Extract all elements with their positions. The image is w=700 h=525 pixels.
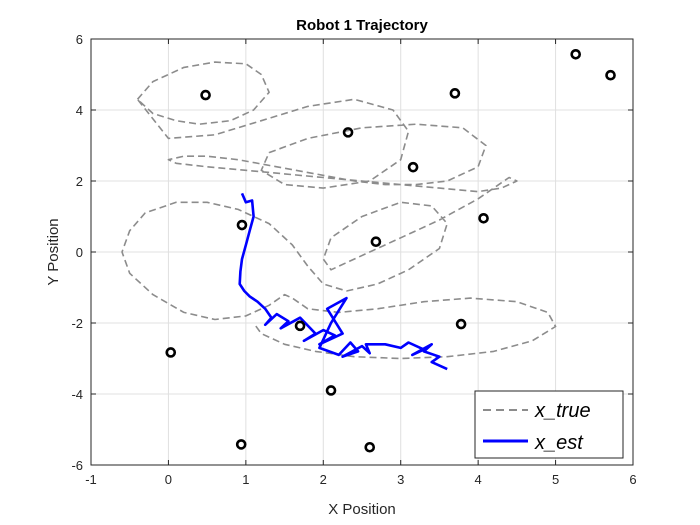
landmark-marker <box>342 127 354 138</box>
x-tick-label: 4 <box>475 472 482 487</box>
y-tick-label: 4 <box>76 103 83 118</box>
landmark-marker <box>200 89 211 101</box>
ticks: -1 0 1 2 3 4 5 6 -6 -4 -2 0 2 4 6 <box>71 32 636 487</box>
plot-series <box>121 61 557 371</box>
x-tick-label: 5 <box>552 472 559 487</box>
landmark-marker <box>370 236 382 248</box>
series-line-x-true <box>121 61 557 360</box>
landmark-marker <box>364 441 376 453</box>
x-tick-label: 6 <box>629 472 636 487</box>
landmark-marker <box>455 318 467 330</box>
landmark-marker <box>236 219 248 231</box>
x-tick-label: 0 <box>165 472 172 487</box>
y-tick-label: -6 <box>71 458 83 473</box>
y-tick-label: 2 <box>76 174 83 189</box>
landmark-marker <box>478 212 489 224</box>
landmark-marker <box>325 385 337 396</box>
landmark-marker <box>449 88 461 99</box>
landmark-marker <box>235 439 247 450</box>
series-line-x-est <box>238 192 448 371</box>
y-tick-label: 0 <box>76 245 83 260</box>
landmark-marker <box>570 48 582 60</box>
y-axis-label: Y Position <box>45 218 62 285</box>
landmark-marker <box>165 347 177 358</box>
x-tick-label: 3 <box>397 472 404 487</box>
legend-x-true-label: x_true <box>534 400 591 422</box>
landmark-marker <box>605 69 616 81</box>
x-axis-label: X Position <box>328 501 396 518</box>
legend-box <box>474 390 624 459</box>
landmark-markers <box>165 48 616 453</box>
y-tick-label: -4 <box>71 387 83 402</box>
y-tick-label: 6 <box>76 32 83 47</box>
landmark-marker <box>407 161 419 173</box>
legend: x_true x_est <box>474 390 624 459</box>
legend-x-est-label: x_est <box>534 432 584 454</box>
x-tick-label: 1 <box>242 472 249 487</box>
chart-title: Robot 1 Trajectory <box>296 17 428 34</box>
y-tick-label: -2 <box>71 316 83 331</box>
x-tick-label: 2 <box>320 472 327 487</box>
x-tick-label: -1 <box>85 472 97 487</box>
landmark-marker <box>294 320 306 332</box>
